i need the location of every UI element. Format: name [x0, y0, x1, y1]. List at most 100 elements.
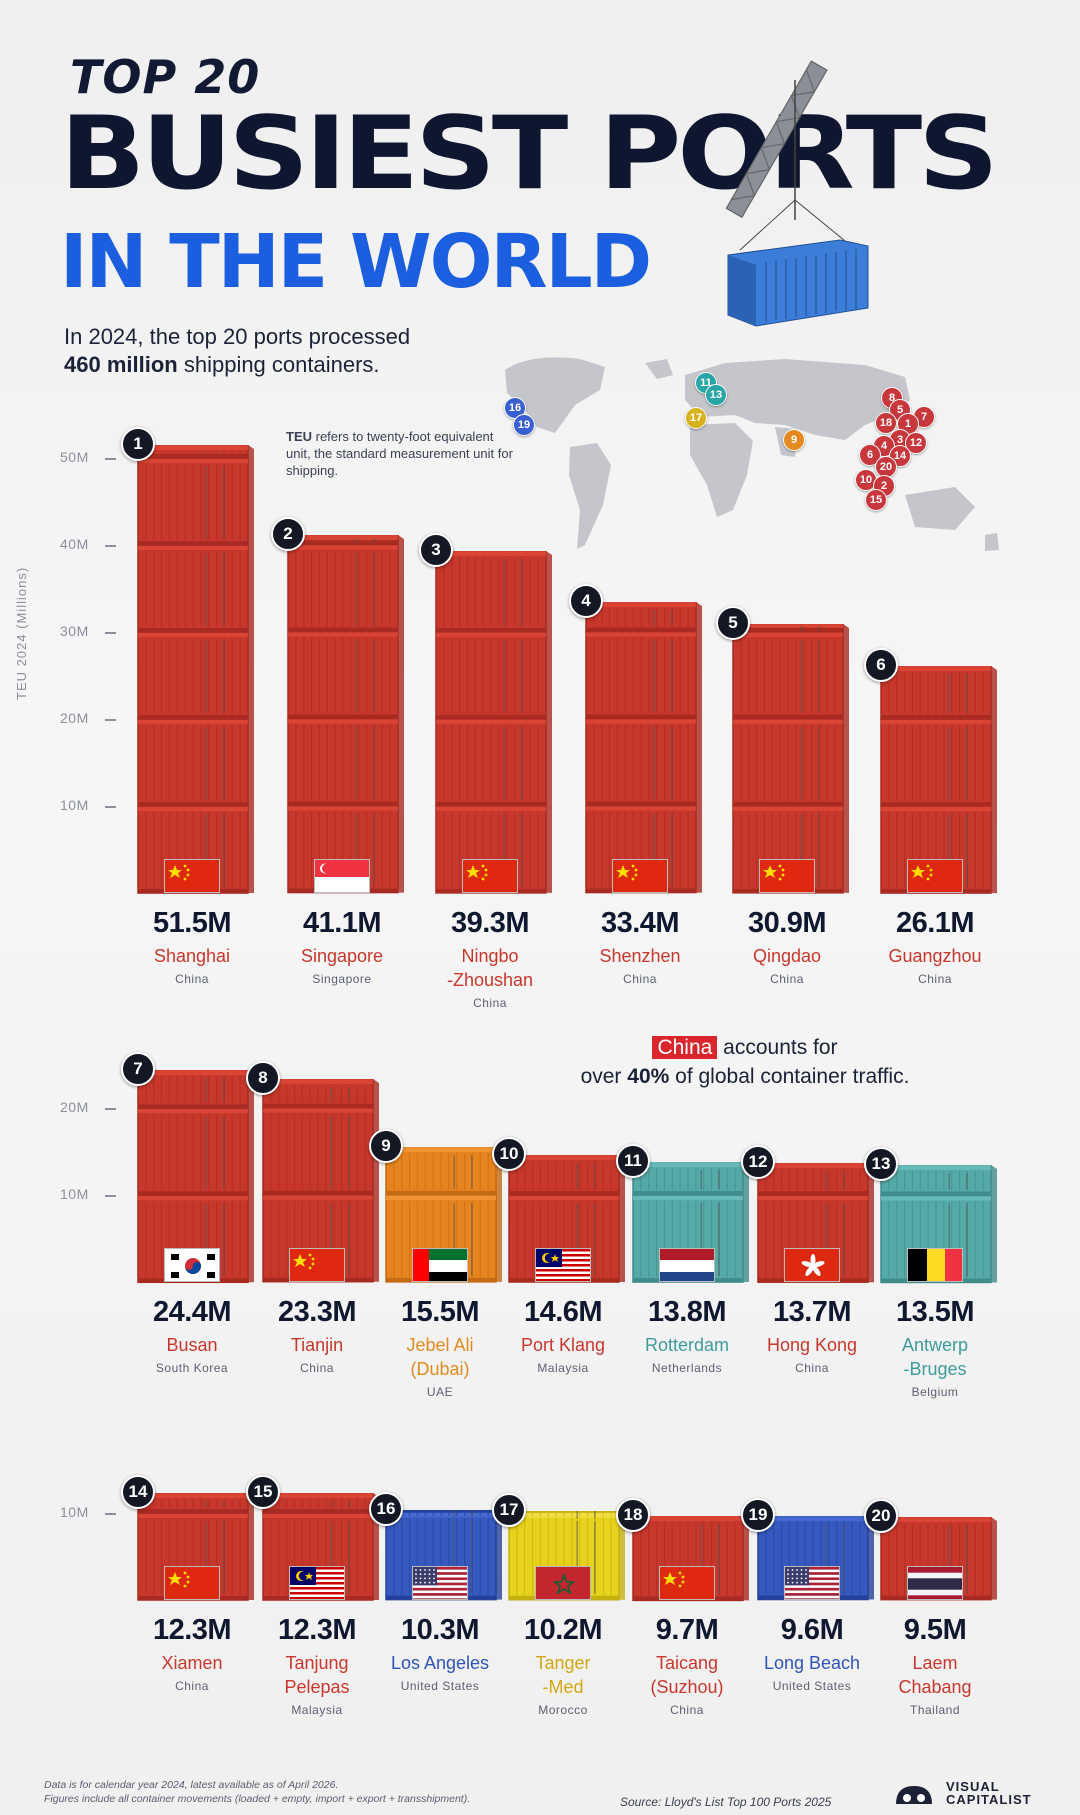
rank-badge: 1 [121, 426, 155, 461]
port-country: Netherlands [651, 1361, 723, 1375]
port-name: Antwerp -Bruges [901, 1335, 969, 1379]
port-name: Qingdao [752, 946, 822, 966]
crane-container-icon [725, 60, 869, 327]
y-tick-label: 10M [60, 1186, 89, 1202]
rank-badge: 18 [616, 1497, 650, 1532]
y-tick-label: 10M [60, 797, 89, 813]
flag-china-icon [164, 1566, 220, 1600]
top20-label: TOP 20 [70, 50, 261, 104]
port-value: 51.5M [152, 907, 232, 939]
flag-malaysia-icon [289, 1566, 345, 1600]
y-tick-mark [105, 806, 116, 808]
y-tick-label: 50M [60, 449, 89, 465]
port-value: 10.2M [523, 1614, 603, 1646]
port-country: UAE [426, 1385, 454, 1399]
port-name: Taicang (Suzhou) [650, 1653, 724, 1697]
rank-badge: 5 [716, 606, 750, 641]
china-tag: China [652, 1036, 718, 1059]
flag-korea-icon [164, 1248, 220, 1282]
port-name: Shanghai [153, 946, 231, 966]
visual-capitalist-logo-icon [896, 1786, 932, 1804]
footnote-line1: Data is for calendar year 2024, latest a… [44, 1779, 339, 1791]
port-name: Los Angeles [390, 1653, 490, 1673]
y-tick-label: 30M [60, 623, 89, 639]
map-marker: 15 [865, 489, 887, 511]
port-value: 15.5M [400, 1296, 480, 1328]
port-value: 26.1M [895, 907, 975, 939]
port-name: Hong Kong [766, 1335, 858, 1355]
bar-20 [880, 1517, 997, 1601]
subtitle: In 2024, the top 20 ports processed 460 … [64, 323, 484, 379]
port-country: Belgium [911, 1385, 959, 1399]
flag-china-icon [164, 859, 220, 893]
port-country: China [918, 972, 952, 986]
port-name: Tianjin [290, 1335, 344, 1355]
rank-badge: 19 [741, 1498, 775, 1533]
port-value: 9.5M [903, 1614, 967, 1646]
flag-china-icon [759, 859, 815, 893]
flag-netherlands-icon [659, 1248, 715, 1282]
rank-badge: 10 [492, 1136, 526, 1171]
port-name: Shenzhen [599, 946, 681, 966]
map-marker: 20 [875, 456, 897, 478]
port-value: 33.4M [600, 907, 680, 939]
footnote: Data is for calendar year 2024, latest a… [44, 1778, 470, 1806]
subtitle-rest: shipping containers. [183, 352, 380, 377]
y-tick-label: 10M [60, 1504, 89, 1520]
flag-thailand-icon [907, 1566, 963, 1600]
map-marker: 17 [685, 407, 707, 429]
port-name: Long Beach [763, 1653, 861, 1673]
port-name: Busan [166, 1335, 218, 1355]
rank-badge: 20 [864, 1499, 898, 1534]
brand-line2: CAPITALIST [946, 1792, 1032, 1807]
flag-malaysia-icon [535, 1248, 591, 1282]
bar-10 [508, 1154, 625, 1283]
map-marker: 9 [783, 429, 805, 451]
port-value: 9.7M [655, 1614, 719, 1646]
china-note-line1: accounts for [723, 1036, 838, 1059]
rank-badge: 14 [121, 1474, 155, 1509]
bar-5 [732, 624, 849, 894]
flag-china-icon [659, 1566, 715, 1600]
y-tick-label: 20M [60, 710, 89, 726]
flag-hongkong-icon [784, 1248, 840, 1282]
teu-note: TEU refers to twenty-foot equivalent uni… [286, 428, 516, 479]
port-country: Malaysia [537, 1361, 589, 1375]
world-map [505, 357, 999, 551]
port-country: China [623, 972, 657, 986]
port-value: 41.1M [302, 907, 382, 939]
china-note-line2-rest: of global container traffic. [675, 1065, 910, 1088]
bar-1 [137, 444, 254, 894]
main-title: BUSIEST PORTS [60, 95, 999, 213]
y-tick-mark [105, 1195, 116, 1197]
bar-3 [435, 551, 552, 894]
map-marker: 12 [905, 432, 927, 454]
flag-usa-icon [412, 1566, 468, 1600]
bar-12 [757, 1162, 874, 1283]
y-tick-mark [105, 632, 116, 634]
rank-badge: 9 [369, 1129, 403, 1164]
y-tick-mark [105, 458, 116, 460]
port-country: Morocco [538, 1703, 588, 1717]
y-tick-mark [105, 545, 116, 547]
port-country: United States [400, 1679, 480, 1693]
rank-badge: 2 [271, 517, 305, 552]
port-value: 24.4M [152, 1296, 232, 1328]
port-value: 12.3M [277, 1614, 357, 1646]
port-value: 39.3M [450, 907, 530, 939]
map-marker: 19 [513, 414, 535, 436]
rank-badge: 7 [121, 1051, 155, 1086]
port-country: United States [772, 1679, 852, 1693]
y-tick-mark [105, 1108, 116, 1110]
port-country: China [473, 996, 507, 1010]
y-tick-label: 40M [60, 536, 89, 552]
teu-note-bold: TEU [286, 429, 312, 444]
flag-china-icon [907, 859, 963, 893]
map-marker: 13 [705, 384, 727, 406]
flag-belgium-icon [907, 1248, 963, 1282]
port-country: South Korea [155, 1361, 229, 1375]
port-name: Rotterdam [644, 1335, 730, 1355]
port-name: Xiamen [161, 1653, 223, 1673]
rank-badge: 13 [864, 1146, 898, 1181]
